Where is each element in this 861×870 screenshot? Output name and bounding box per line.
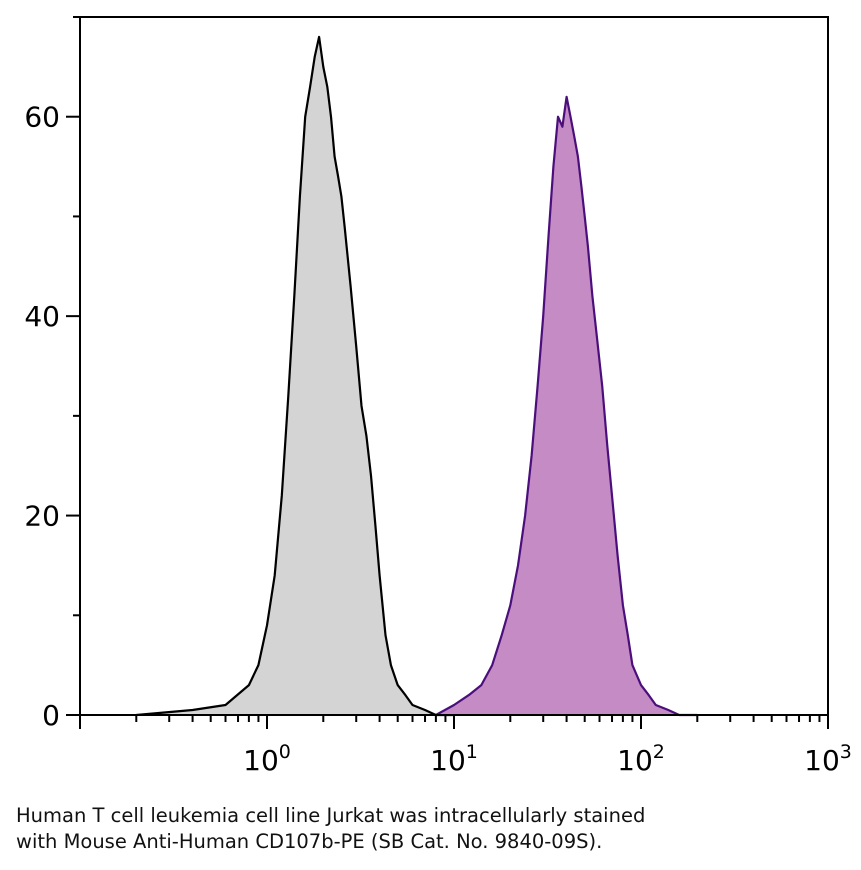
x-tick-label: 103: [804, 741, 852, 777]
figure-caption: Human T cell leukemia cell line Jurkat w…: [16, 803, 846, 855]
series-1-fill: [136, 36, 455, 715]
x-tick-label: 100: [243, 741, 291, 777]
series-2-fill: [435, 96, 698, 716]
y-tick-label: 0: [42, 699, 60, 732]
x-tick-label: 101: [430, 741, 478, 777]
x-tick-label: 102: [617, 741, 665, 777]
caption-line-1: Human T cell leukemia cell line Jurkat w…: [16, 804, 646, 827]
series-1-line: [136, 35, 454, 717]
series-2-line: [435, 95, 698, 717]
y-axis: 0 20 40 60: [24, 16, 80, 732]
y-tick-label: 40: [24, 300, 60, 333]
x-axis: 100 101 102 103: [79, 715, 852, 777]
y-tick-label: 20: [24, 500, 60, 533]
plot-area: [136, 35, 698, 717]
caption-line-2: with Mouse Anti-Human CD107b-PE (SB Cat.…: [16, 830, 603, 853]
flow-cytometry-histogram: 0 20 40 60 100 101 102 103: [24, 16, 852, 777]
plot-frame: [79, 16, 829, 716]
y-tick-label: 60: [24, 101, 60, 134]
